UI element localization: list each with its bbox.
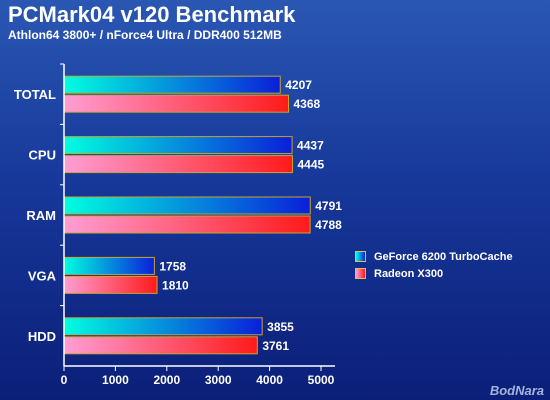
bar-vga-series1 (63, 256, 155, 275)
data-label-hdd-series1: 3855 (267, 320, 294, 334)
legend-swatch-series2 (355, 268, 366, 279)
bar-hdd-series1 (63, 317, 263, 336)
data-label-total-series1: 4207 (285, 78, 312, 92)
chart-legend: GeForce 6200 TurboCache Radeon X300 (355, 248, 513, 282)
bar-cpu-series2 (63, 155, 293, 174)
legend-item-series2: Radeon X300 (355, 265, 513, 282)
data-label-ram-series2: 4788 (315, 218, 342, 232)
legend-swatch-series1 (355, 251, 366, 262)
bar-hdd-series2 (63, 336, 258, 355)
data-label-hdd-series2: 3761 (262, 339, 289, 353)
watermark-logo: BodNara (489, 383, 544, 398)
x-tick-label: 5000 (308, 373, 335, 387)
bar-vga-series2 (63, 275, 158, 294)
data-label-cpu-series2: 4445 (297, 158, 324, 172)
bar-total-series2 (63, 94, 290, 113)
category-label-vga: VGA (28, 268, 57, 283)
x-tick-label: 2000 (153, 373, 180, 387)
data-label-vga-series2: 1810 (162, 278, 189, 292)
bar-ram-series2 (63, 215, 311, 234)
chart-title: PCMark04 v120 Benchmark (8, 2, 296, 27)
x-tick-label: 0 (61, 373, 68, 387)
category-label-total: TOTAL (14, 87, 56, 102)
category-label-cpu: CPU (29, 148, 56, 163)
bar-ram-series1 (63, 196, 311, 215)
x-tick-label: 1000 (102, 373, 129, 387)
bar-cpu-series1 (63, 136, 293, 155)
legend-label-series2: Radeon X300 (374, 267, 444, 280)
x-tick-label: 3000 (205, 373, 232, 387)
data-label-total-series2: 4368 (294, 97, 321, 111)
category-label-ram: RAM (26, 208, 56, 223)
category-label-hdd: HDD (28, 329, 56, 344)
data-label-ram-series1: 4791 (315, 199, 342, 213)
data-label-cpu-series1: 4437 (297, 139, 324, 153)
bar-total-series1 (63, 75, 281, 94)
legend-label-series1: GeForce 6200 TurboCache (374, 250, 513, 263)
x-tick-label: 4000 (256, 373, 283, 387)
legend-item-series1: GeForce 6200 TurboCache (355, 248, 513, 265)
data-label-vga-series1: 1758 (159, 259, 186, 273)
chart-subtitle: Athlon64 3800+ / nForce4 Ultra / DDR400 … (8, 28, 282, 42)
